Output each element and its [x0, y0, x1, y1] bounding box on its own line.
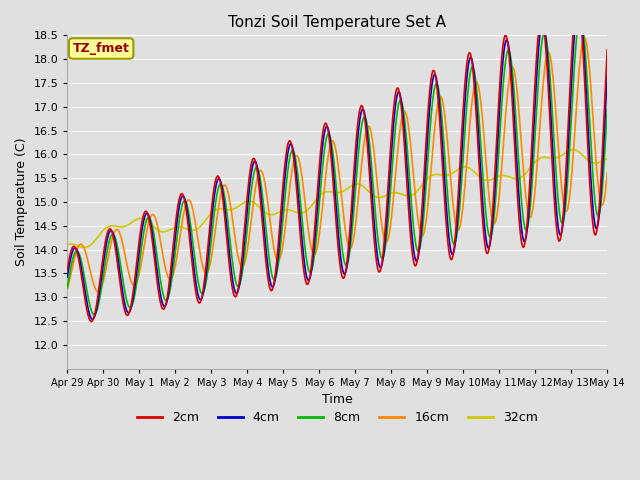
- Text: TZ_fmet: TZ_fmet: [73, 42, 130, 55]
- Title: Tonzi Soil Temperature Set A: Tonzi Soil Temperature Set A: [228, 15, 446, 30]
- Y-axis label: Soil Temperature (C): Soil Temperature (C): [15, 138, 28, 266]
- Legend: 2cm, 4cm, 8cm, 16cm, 32cm: 2cm, 4cm, 8cm, 16cm, 32cm: [132, 406, 543, 429]
- X-axis label: Time: Time: [322, 393, 353, 406]
